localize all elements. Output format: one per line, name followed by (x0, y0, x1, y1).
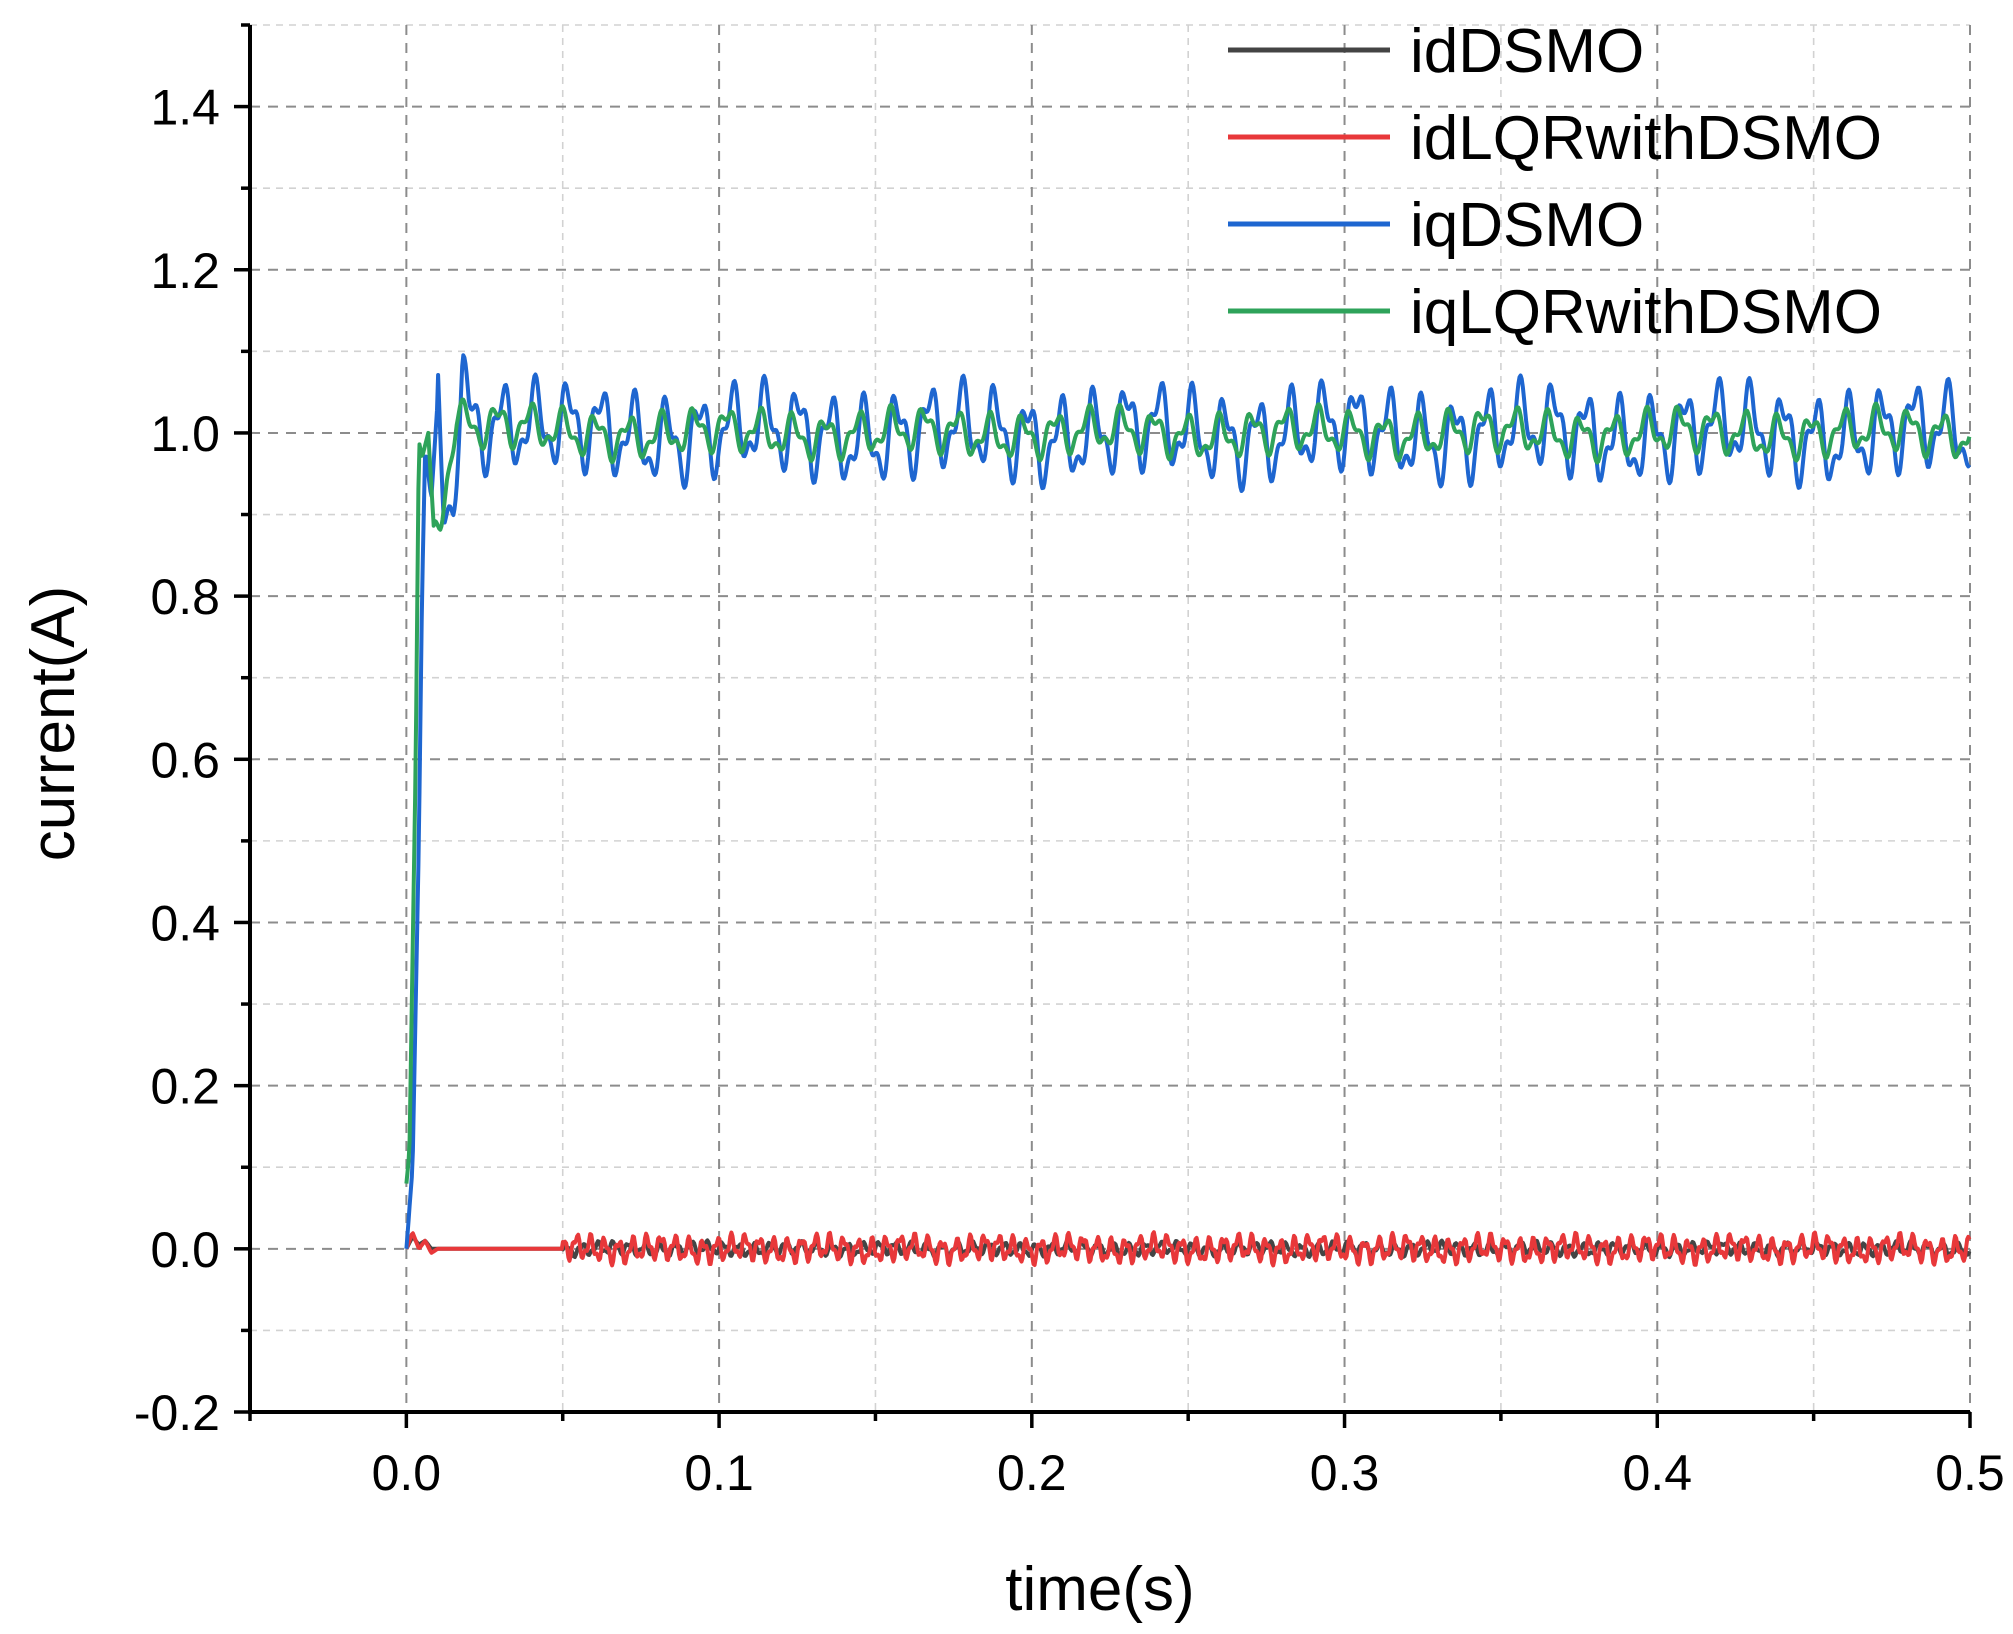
series-line-idLQRwithDSMO (404, 1230, 1972, 1268)
legend: idDSMO idLQRwithDSMO iqDSMO iqLQRwithDSMO (1228, 17, 1882, 347)
x-axis-title: time(s) (1005, 1555, 1194, 1624)
y-tick-label: -0.2 (134, 1385, 220, 1441)
y-tick-label: 0.6 (150, 732, 220, 788)
x-tick-label: 0.3 (1310, 1445, 1380, 1501)
y-tick-label: 0.2 (150, 1059, 220, 1115)
y-tick-label: 0.8 (150, 569, 220, 625)
y-axis-title: current(A) (19, 586, 88, 862)
legend-label: idLQRwithDSMO (1410, 104, 1882, 173)
grid (249, 24, 1971, 1412)
y-tick-label: 1.4 (150, 80, 220, 136)
x-tick-label: 0.0 (372, 1445, 442, 1501)
axes: -0.2 0.0 0.2 0.4 0.6 0.8 1.0 1.2 1.4 0.0 0.1 0.2 0.3… (134, 23, 2005, 1501)
series-line-iqLQRwithDSMO (404, 397, 1972, 1184)
series-line-iqDSMO (404, 353, 1972, 1249)
y-tick-label: 0.0 (150, 1222, 220, 1278)
x-tick-label: 0.5 (1935, 1445, 2005, 1501)
legend-label: iqLQRwithDSMO (1410, 278, 1882, 347)
legend-label: iqDSMO (1410, 191, 1644, 260)
x-tick-label: 0.1 (684, 1445, 754, 1501)
x-tick-label: 0.2 (997, 1445, 1067, 1501)
y-tick-label: 1.2 (150, 243, 220, 299)
series-layer (404, 353, 1972, 1268)
y-tick-label: 0.4 (150, 895, 220, 951)
legend-label: idDSMO (1410, 17, 1644, 86)
y-tick-label: 1.0 (150, 406, 220, 462)
x-tick-label: 0.4 (1623, 1445, 1693, 1501)
